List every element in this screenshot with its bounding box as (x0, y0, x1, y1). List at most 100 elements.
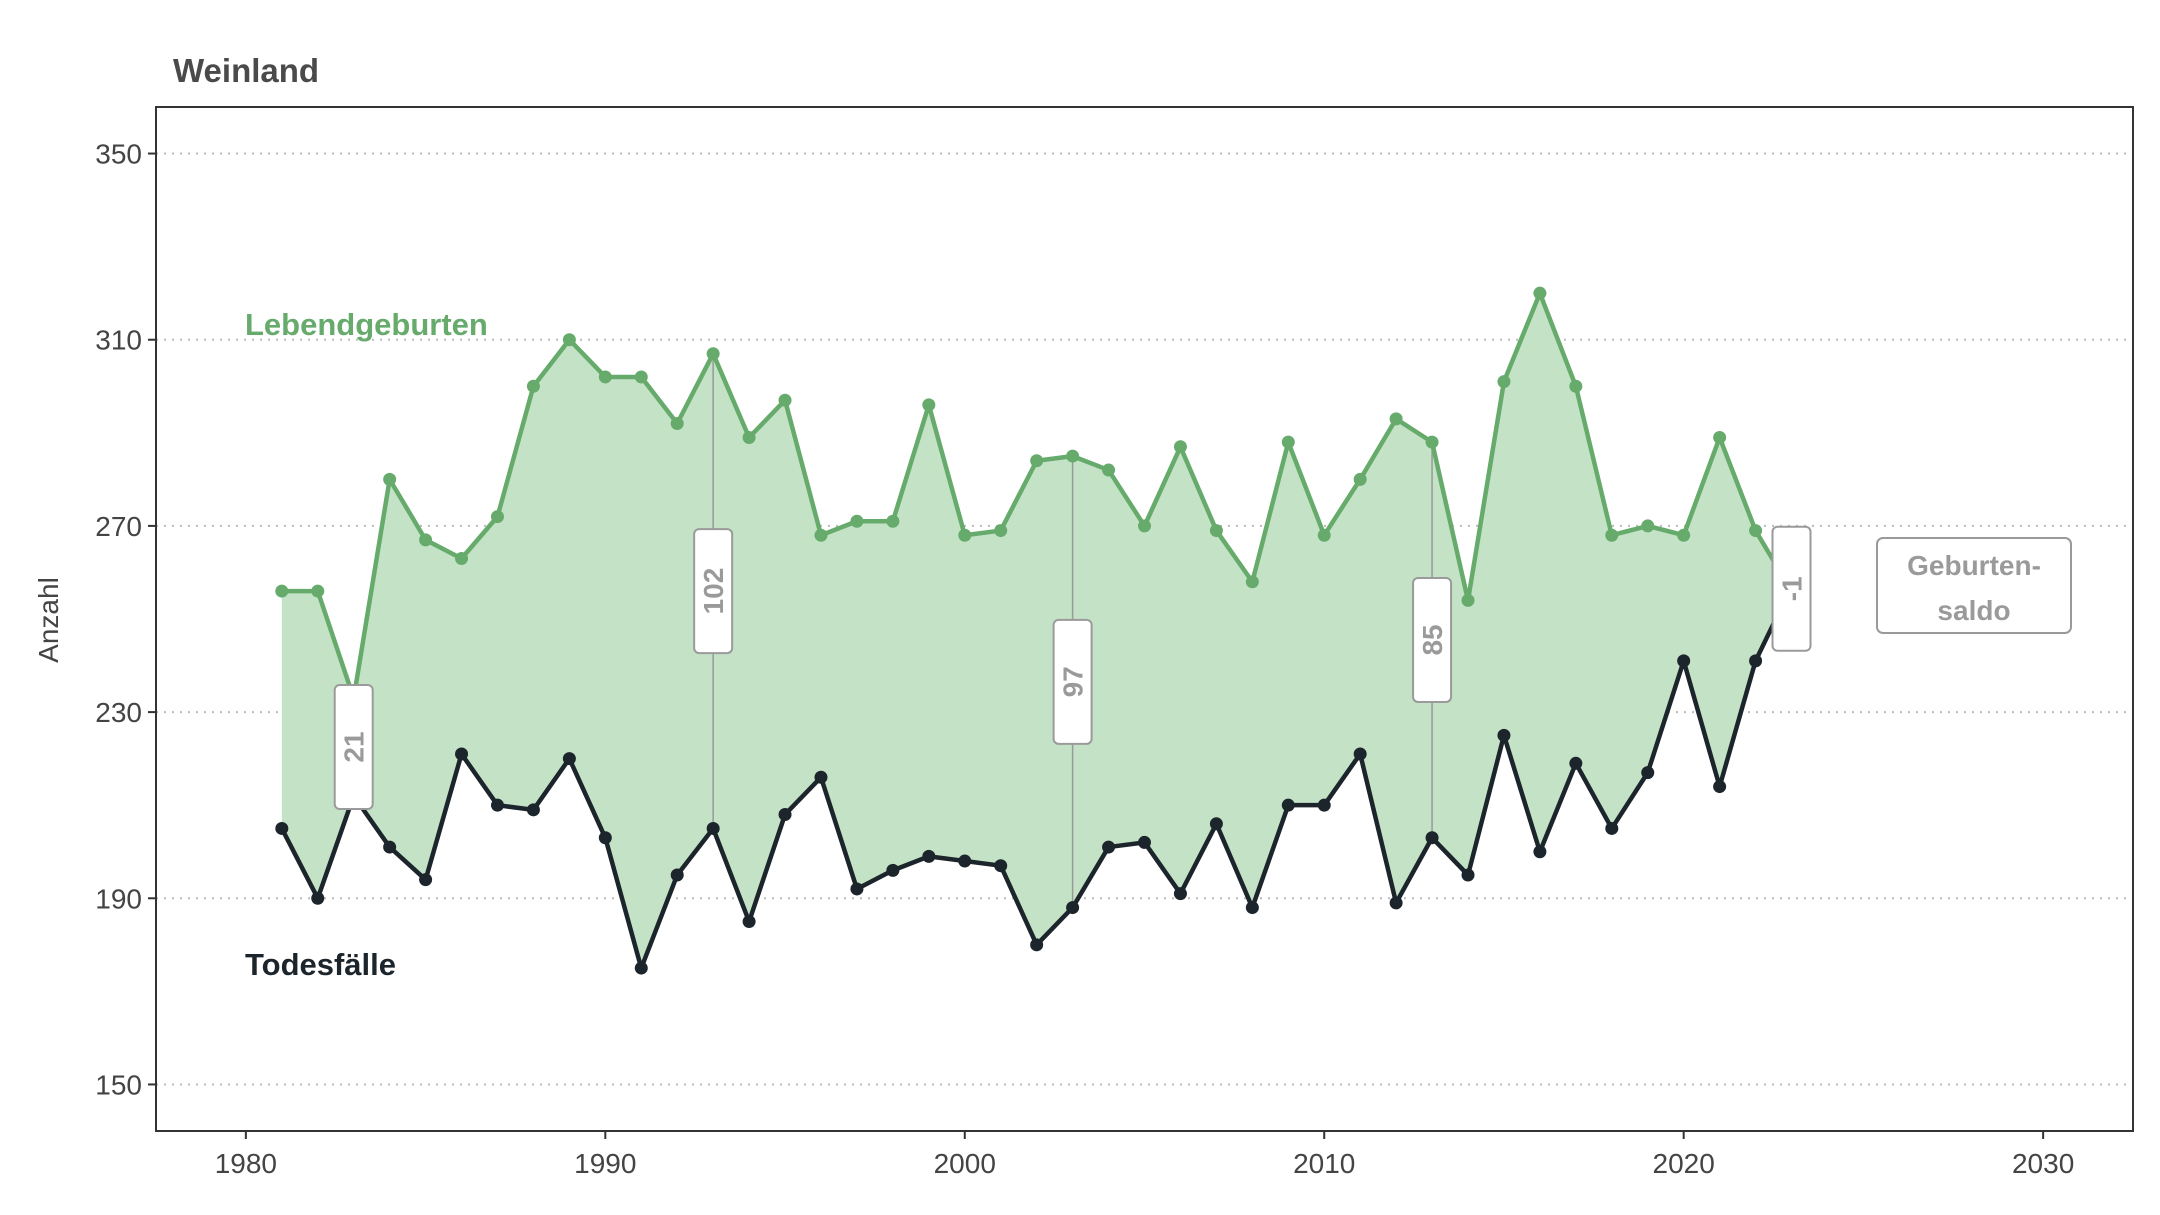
saldo-area (281, 293, 1792, 969)
births-point (994, 524, 1008, 538)
births-point (958, 528, 972, 542)
births-point (670, 417, 684, 431)
saldo-label-box (1412, 576, 1453, 703)
y-tick-label: 190 (95, 883, 142, 914)
deaths-point (1569, 756, 1583, 770)
deaths-point (1209, 817, 1223, 831)
births-point (1497, 375, 1511, 389)
births-point (814, 528, 828, 542)
births-point (1713, 430, 1727, 444)
chart-title: Weinland (173, 52, 319, 89)
deaths-point (922, 849, 936, 863)
births-point (634, 370, 648, 384)
deaths-point (1605, 821, 1619, 835)
deaths-point (1497, 728, 1511, 742)
deaths-point (526, 803, 540, 817)
births-point (886, 514, 900, 528)
saldo-label-box (1052, 618, 1093, 745)
deaths-point (1353, 747, 1367, 761)
deaths-point (311, 891, 325, 905)
births-point (1138, 519, 1151, 533)
deaths-point (455, 747, 469, 761)
deaths-point (490, 798, 504, 812)
deaths-point (1138, 835, 1151, 849)
saldo-area-fill (281, 293, 1792, 969)
deaths-point (994, 859, 1008, 873)
x-tick-label: 1980 (215, 1148, 277, 1179)
saldo-labels: 21 102 97 85 -1 (333, 525, 1812, 810)
saldo-label-box (333, 684, 374, 810)
series-label-births: Lebendgeburten (245, 307, 488, 342)
births-point (1173, 440, 1187, 454)
births-point (419, 533, 433, 547)
births-point (1641, 519, 1655, 533)
deaths-point (1066, 901, 1080, 915)
births-point (1353, 472, 1367, 486)
deaths-point (419, 873, 433, 887)
births-point (490, 510, 504, 524)
births-point (1030, 454, 1044, 468)
births-point (598, 370, 612, 384)
births-point (1605, 528, 1619, 542)
plot-frame (155, 106, 2134, 1132)
saldo-label: 85 (1417, 624, 1448, 655)
births-point (1209, 524, 1223, 538)
births-point (1102, 463, 1116, 477)
deaths-point (1461, 868, 1475, 882)
deaths-point (1245, 901, 1259, 915)
deaths-point (1389, 896, 1403, 910)
deaths-point (275, 821, 289, 835)
births-point (1281, 435, 1295, 449)
deaths-point (706, 821, 720, 835)
deaths-point (670, 868, 684, 882)
births-point (311, 584, 325, 598)
births-point (742, 430, 756, 444)
deaths-point (1173, 887, 1187, 901)
x-tick-label: 2000 (934, 1148, 996, 1179)
deaths-point (1641, 766, 1655, 780)
births-point (1677, 528, 1691, 542)
saldo-label-box (693, 528, 734, 655)
x-tick-label: 2020 (1653, 1148, 1715, 1179)
births-point (1749, 524, 1763, 538)
deaths-point (742, 915, 756, 929)
births-point (778, 393, 792, 407)
births-point (275, 584, 289, 598)
x-tick-label: 1990 (574, 1148, 636, 1179)
deaths-point (1749, 654, 1763, 668)
births-point (1245, 575, 1259, 589)
deaths-point (1425, 831, 1439, 845)
saldo-legend-frame (1876, 537, 2072, 634)
deaths-point (814, 770, 828, 784)
y-axis-label: Anzahl (33, 577, 64, 663)
deaths-point (1281, 798, 1295, 812)
deaths-point (383, 840, 397, 854)
saldo-label: 97 (1058, 666, 1089, 697)
births-point (850, 514, 864, 528)
births-point (455, 551, 469, 565)
births-point (1569, 379, 1583, 393)
saldo-legend-line1: Geburten- (1907, 550, 2041, 581)
births-point (922, 398, 936, 412)
births-point (1317, 528, 1331, 542)
y-tick-label: 230 (95, 697, 142, 728)
deaths-point (1102, 840, 1116, 854)
saldo-label: 102 (698, 568, 729, 615)
deaths-point (886, 863, 900, 877)
births-point (526, 379, 540, 393)
deaths-point (562, 752, 576, 766)
births-point (383, 472, 397, 486)
series-label-deaths: Todesfälle (245, 947, 396, 982)
births-point (1389, 412, 1403, 426)
y-tick-label: 270 (95, 511, 142, 542)
deaths-point (1533, 845, 1547, 859)
deaths-point (958, 854, 972, 868)
births-point (706, 347, 720, 361)
deaths-point (850, 882, 864, 896)
x-tick-label: 2010 (1293, 1148, 1355, 1179)
deaths-point (634, 961, 648, 975)
y-tick-label: 310 (95, 325, 142, 356)
deaths-point (598, 831, 612, 845)
births-point (1066, 449, 1080, 463)
